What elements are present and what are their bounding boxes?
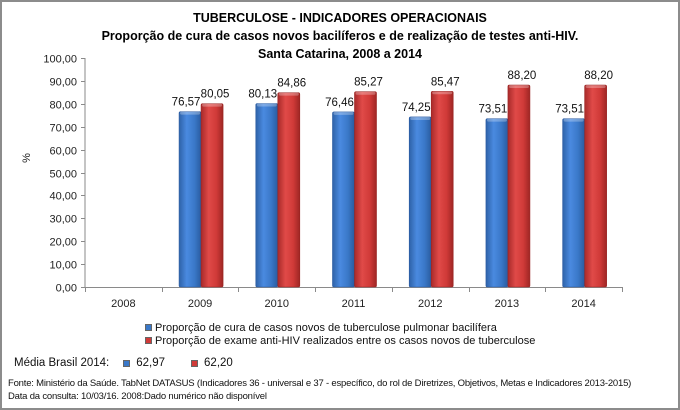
y-tick-label: 50,00 bbox=[49, 169, 77, 181]
chart-subtitle: Proporção de cura de casos novos bacilíf… bbox=[101, 29, 579, 43]
x-tick-label: 2012 bbox=[418, 298, 442, 310]
chart-title: TUBERCULOSE - INDICADORES OPERACIONAIS bbox=[193, 11, 487, 25]
bar-hiv bbox=[354, 91, 377, 288]
data-label-cura: 73,51 bbox=[555, 104, 584, 116]
data-label-cura: 76,46 bbox=[325, 97, 354, 109]
y-axis-label: % bbox=[21, 153, 33, 163]
legend-label-hiv: Proporção de exame anti-HIV realizados e… bbox=[155, 334, 536, 347]
data-label-cura: 76,57 bbox=[172, 97, 201, 109]
bar-cura bbox=[178, 111, 202, 288]
bar-hiv bbox=[430, 90, 454, 288]
legend-swatch-red bbox=[145, 337, 152, 344]
x-tick-label: 2009 bbox=[188, 298, 212, 310]
bar-cura bbox=[562, 118, 585, 288]
chart-subtitle-2: Santa Catarina, 2008 a 2014 bbox=[258, 47, 422, 61]
x-tick-label: 2008 bbox=[111, 298, 135, 310]
y-tick-label: 100,00 bbox=[43, 54, 77, 66]
bar-hiv bbox=[277, 92, 301, 288]
media-value-hiv: 62,20 bbox=[204, 357, 233, 369]
media-swatch-blue bbox=[123, 359, 131, 367]
data-label-cura: 74,25 bbox=[402, 102, 431, 114]
axes: 0,00 10,00 20,00 30,00 40,00 50,00 60,00 70,00 8… bbox=[43, 54, 623, 310]
x-tick-label: 2010 bbox=[265, 298, 289, 310]
media-brasil-label: Média Brasil 2014: bbox=[14, 357, 110, 369]
chart-titles: TUBERCULOSE - INDICADORES OPERACIONAIS P… bbox=[0, 9, 680, 63]
media-swatch-red bbox=[191, 359, 199, 367]
data-label-hiv: 85,47 bbox=[431, 76, 460, 88]
y-tick-label: 20,00 bbox=[49, 237, 77, 249]
media-brasil: Média Brasil 2014: 62,97 62,20 bbox=[14, 357, 233, 369]
media-value-cura: 62,97 bbox=[136, 357, 166, 369]
y-tick-label: 80,00 bbox=[49, 100, 77, 112]
bar-hiv bbox=[507, 84, 531, 288]
y-tick-label: 30,00 bbox=[49, 214, 77, 226]
data-label-hiv: 88,20 bbox=[508, 70, 537, 82]
data-label-hiv: 84,86 bbox=[277, 78, 306, 90]
bar-cura bbox=[408, 116, 432, 288]
data-label-hiv: 85,27 bbox=[354, 77, 383, 89]
y-tick-label: 70,00 bbox=[49, 123, 77, 135]
y-tick-label: 40,00 bbox=[49, 191, 77, 203]
x-tick-label: 2011 bbox=[342, 298, 366, 310]
bar-cura bbox=[332, 111, 355, 288]
source-note: Fonte: Ministério da Saúde. TabNet DATAS… bbox=[8, 377, 631, 403]
y-tick-label: 10,00 bbox=[49, 260, 77, 272]
legend-label-cura: Proporção de cura de casos novos de tube… bbox=[155, 321, 497, 334]
source-line-2: Data da consulta: 10/03/16. 2008:Dado nu… bbox=[8, 391, 267, 402]
bar-hiv bbox=[200, 103, 224, 288]
bars bbox=[178, 84, 607, 288]
bar-cura bbox=[255, 103, 279, 288]
data-label-cura: 80,13 bbox=[248, 89, 277, 101]
legend-swatch-blue bbox=[145, 324, 152, 331]
data-label-hiv: 88,20 bbox=[584, 70, 613, 82]
bar-cura bbox=[485, 118, 509, 288]
bar-hiv bbox=[584, 84, 607, 288]
y-tick-label: 90,00 bbox=[49, 77, 77, 89]
y-tick-label: 0,00 bbox=[56, 283, 77, 295]
legend-item-hiv: Proporção de exame anti-HIV realizados e… bbox=[145, 334, 535, 347]
x-tick-label: 2013 bbox=[495, 298, 519, 310]
legend: Proporção de cura de casos novos de tube… bbox=[145, 321, 535, 347]
data-label-hiv: 80,05 bbox=[201, 89, 230, 101]
source-line-1: Fonte: Ministério da Saúde. TabNet DATAS… bbox=[8, 378, 632, 389]
legend-item-cura: Proporção de cura de casos novos de tube… bbox=[145, 321, 535, 334]
data-label-cura: 73,51 bbox=[479, 104, 508, 116]
data-labels: 76,57 80,13 76,46 74,25 73,51 73,51 80,05 84,86… bbox=[172, 70, 613, 116]
x-tick-label: 2014 bbox=[571, 298, 595, 310]
y-tick-label: 60,00 bbox=[49, 146, 77, 158]
